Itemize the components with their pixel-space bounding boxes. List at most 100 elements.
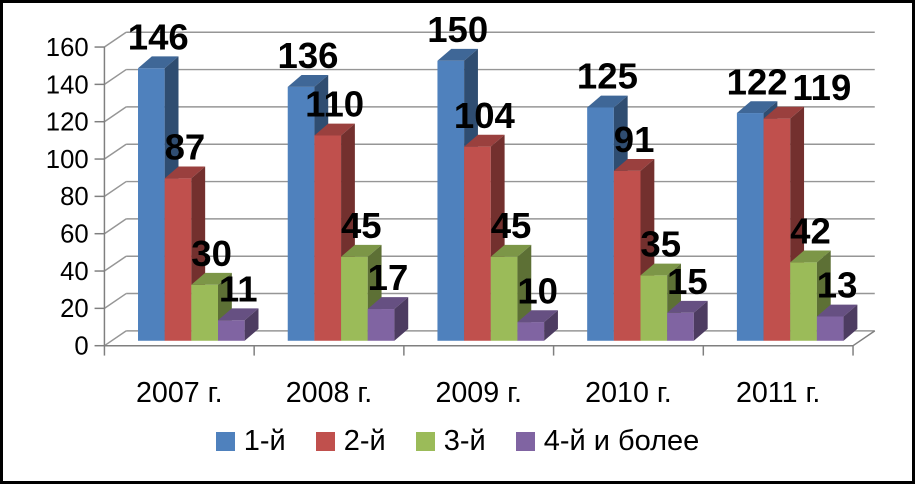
bar-front-face [218,320,245,341]
x-category-label: 2009 г. [435,377,522,409]
floor-right-edge [852,330,876,347]
data-label: 119 [792,67,851,108]
data-label: 136 [278,35,339,76]
data-label: 125 [577,56,638,97]
bar-series4-2010 г. [667,300,708,341]
bar-top-face [367,297,409,310]
bar-front-face [164,178,192,341]
data-label: 87 [165,127,206,168]
bar-side-face [843,304,858,341]
legend-item: 1-й [215,424,286,457]
data-label: 45 [491,205,532,246]
bar-series4-2007 г. [218,308,259,341]
bar-top-face [640,263,681,276]
bar-top-face [191,272,232,285]
y-tick-label: 160 [46,34,89,62]
bar-side-face [394,297,409,341]
y-tick-label: 120 [46,109,89,137]
bar-front-face [341,256,368,341]
data-label: 10 [517,270,558,311]
data-label: 30 [191,233,232,274]
x-category-label: 2008 г. [286,377,373,409]
legend: 1-й 2-й 3-й 4-й и более [3,424,912,458]
data-label: 15 [667,261,708,302]
bar-front-face [490,256,518,341]
bar-series2-2009 г. [464,134,505,341]
category-group: 150 104 45 10 2009 г. [427,9,558,409]
data-label: 11 [219,268,258,309]
bar-top-face [816,304,858,317]
bar-top-face [138,56,179,69]
data-label: 104 [454,95,516,136]
data-label: 110 [305,84,364,125]
legend-label: 1-й [243,424,286,457]
category-group: 136 110 45 17 2008 г. [278,35,409,409]
legend-swatch [515,431,535,451]
category-group: 122 119 42 13 2011 г. [727,61,858,409]
y-tick-label: 140 [46,71,89,99]
data-label: 35 [640,224,681,265]
bar-series4-2008 г. [367,297,409,341]
gridline-depth [104,31,127,48]
y-tick-label: 0 [74,333,88,361]
x-category-label: 2011 г. [736,377,820,409]
bar-top-face [287,75,329,87]
bar-front-face [790,262,817,341]
bar-front-face [816,316,844,341]
data-label: 42 [790,211,831,252]
gridline-depth [104,292,127,309]
gridline-depth [104,106,127,123]
bar-top-face [464,134,505,147]
bar-front-face [314,135,342,341]
x-category-label: 2010 г. [585,377,672,409]
bar-front-face [613,170,641,341]
legend-swatch [415,431,435,451]
bar-top-face [613,159,655,171]
data-label: 17 [368,257,409,298]
bar-front-face [667,312,694,341]
data-label: 146 [128,16,189,57]
legend-swatch [315,431,335,451]
bar-top-face [341,244,382,257]
bar-top-face [667,300,708,313]
bar-front-face [437,60,465,341]
data-label: 45 [341,205,382,246]
gridline-depth [104,143,127,160]
bar-front-face [763,118,791,341]
gridline-depth [104,255,127,272]
bar-series4-2009 г. [517,310,558,341]
bar-top-face [587,95,628,108]
bar-top-face [218,308,259,321]
legend-label: 2-й [343,424,386,457]
bar-top-face [437,48,478,61]
bar-top-face [490,244,532,257]
legend-label: 4-й и более [543,424,700,457]
bar-front-face [736,113,764,341]
data-label: 91 [614,119,655,160]
bar-side-face [244,308,259,341]
gridline-depth [104,180,127,197]
bar-front-face [287,86,315,341]
bar-front-face [191,284,219,341]
y-tick-label: 60 [60,221,89,249]
bar-front-face [138,68,165,341]
y-tick-label: 100 [46,146,89,174]
bar-top-face [164,166,206,179]
gridline-depth [104,218,127,235]
bar-front-face [587,107,614,341]
bar-top-face [517,310,558,323]
legend-swatch [215,431,235,451]
bar-side-face [693,300,708,341]
bar-front-face [640,275,668,341]
gridline-depth [104,330,127,347]
bar-top-face [763,106,805,119]
bar-front-face [464,146,491,341]
legend-item: 2-й [315,424,386,457]
bar-series4-2011 г. [816,304,858,341]
legend-item: 3-й [415,426,486,456]
bar-top-face [790,250,831,263]
bar-side-face [544,310,558,341]
